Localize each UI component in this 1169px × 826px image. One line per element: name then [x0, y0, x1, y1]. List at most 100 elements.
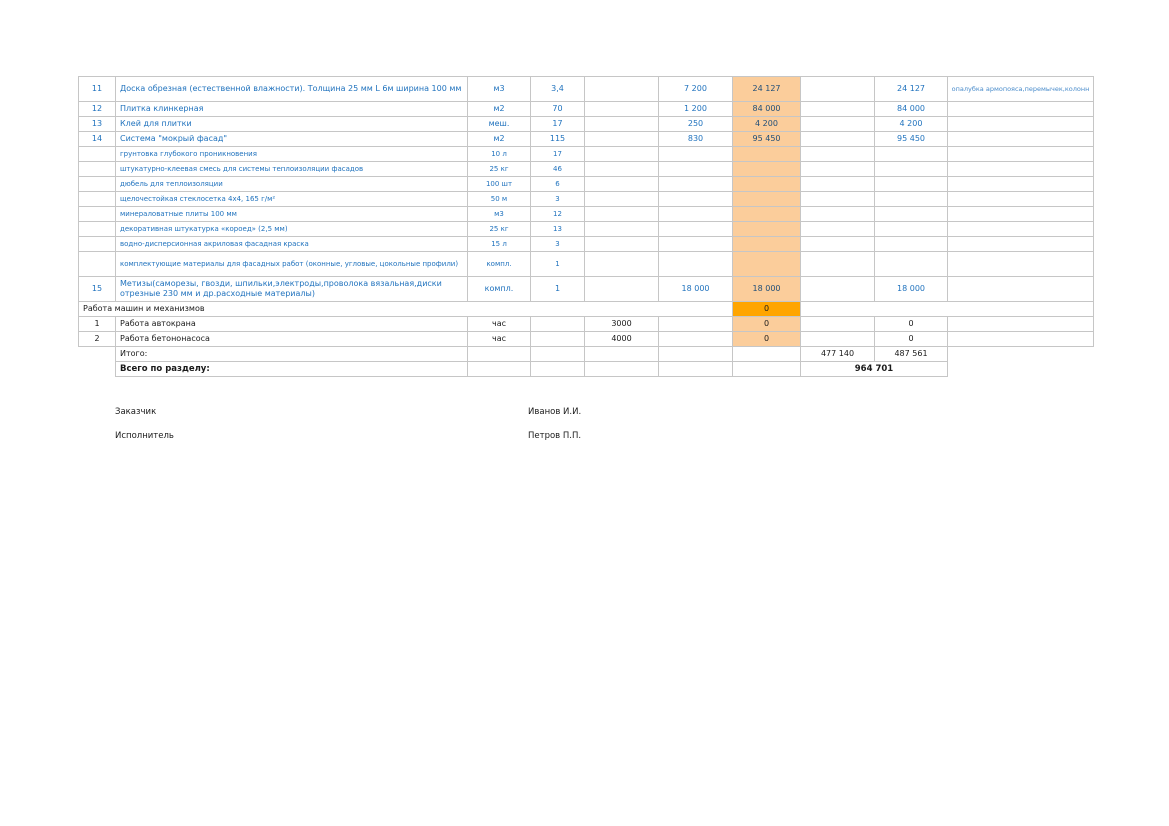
cell-sum: 18 000 — [732, 276, 801, 302]
cell-unit: меш. — [467, 116, 531, 132]
cell-sum — [732, 206, 801, 222]
cell-sum — [732, 161, 801, 177]
cell-subtotal — [800, 331, 875, 347]
cell-subtotal — [800, 191, 875, 207]
cell-qty — [530, 316, 585, 332]
cell-price2: 3000 — [584, 316, 659, 332]
cell-price — [658, 161, 733, 177]
cell-unit: м3 — [467, 206, 531, 222]
cell-desc: Работа бетононасоса — [115, 331, 468, 347]
table-row: Всего по разделу: 964 701 — [79, 361, 1094, 377]
cell-note — [947, 251, 1094, 277]
table-row: 14 Система "мокрый фасад" м2 115 830 95 450 95… — [78, 131, 1094, 147]
cell-desc: щелочестойкая стеклосетка 4х4, 165 г/м² — [115, 191, 468, 207]
cell-desc: минераловатные плиты 100 мм — [115, 206, 468, 222]
cell-note — [947, 146, 1094, 162]
cell-note — [948, 347, 1094, 362]
table-row: щелочестойкая стеклосетка 4х4, 165 г/м² 5… — [78, 191, 1094, 207]
cell-desc: Клей для плитки — [115, 116, 468, 132]
cell-total — [874, 176, 948, 192]
cell-desc: декоративная штукатурка «короед» (2,5 мм… — [115, 221, 468, 237]
cell-subtotal — [800, 276, 875, 302]
cell-price2: 4000 — [584, 331, 659, 347]
cell-note — [948, 362, 1094, 377]
cell-subtotal — [800, 251, 875, 277]
table-row: штукатурно-клеевая смесь для системы теп… — [78, 161, 1094, 177]
cell-qty: 1 — [530, 251, 585, 277]
table-row: Итого: 477 140 487 561 — [79, 346, 1094, 362]
contractor-label: Исполнитель — [115, 431, 174, 441]
estimate-table-body: 11 Доска обрезная (естественной влажности… — [78, 76, 1094, 377]
cell-num: 12 — [78, 101, 116, 117]
cell-price2 — [584, 346, 659, 362]
cell-price — [658, 331, 733, 347]
cell-note — [947, 116, 1094, 132]
cell-qty — [530, 361, 585, 377]
cell-unit: м2 — [467, 101, 531, 117]
cell-subtotal — [800, 116, 875, 132]
cell-sum — [732, 251, 801, 277]
cell-unit: 15 л — [467, 236, 531, 252]
cell-qty: 3 — [530, 236, 585, 252]
cell-total: 95 450 — [874, 131, 948, 147]
cell-qty: 17 — [530, 146, 585, 162]
cell-desc: грунтовка глубокого проникновения — [115, 146, 468, 162]
cell-total: 4 200 — [874, 116, 948, 132]
cell-total: 18 000 — [874, 276, 948, 302]
table-row: 11 Доска обрезная (естественной влажности… — [78, 76, 1094, 102]
cell-sum: 95 450 — [732, 131, 801, 147]
cell-price — [658, 361, 733, 377]
cell-price: 1 200 — [658, 101, 733, 117]
cell-note — [947, 101, 1094, 117]
cell-price2 — [584, 236, 659, 252]
customer-name: Иванов И.И. — [528, 407, 582, 417]
cell-num — [78, 221, 116, 237]
cell-num: 15 — [78, 276, 116, 302]
cell-num — [79, 362, 116, 377]
cell-sum — [732, 221, 801, 237]
cell-unit — [467, 361, 531, 377]
cell-unit: 25 кг — [467, 221, 531, 237]
cell-desc: штукатурно-клеевая смесь для системы теп… — [115, 161, 468, 177]
cell-sum — [732, 346, 801, 362]
cell-desc: Метизы(саморезы, гвозди, шпильки,электро… — [115, 276, 468, 302]
cell-subtotal — [800, 236, 875, 252]
cell-subtotal — [800, 176, 875, 192]
cell-qty: 17 — [530, 116, 585, 132]
table-row: 2 Работа бетононасоса час 4000 0 0 — [78, 331, 1094, 347]
cell-sum: 4 200 — [732, 116, 801, 132]
cell-price2 — [584, 176, 659, 192]
cell-section-title: Работа машин и механизмов — [78, 301, 733, 317]
cell-price — [658, 176, 733, 192]
cell-unit: м3 — [467, 76, 531, 102]
cell-note — [947, 316, 1094, 332]
cell-total: 24 127 — [874, 76, 948, 102]
cell-price2 — [584, 361, 659, 377]
table-row: Работа машин и механизмов 0 — [78, 301, 1094, 317]
cell-unit: компл. — [467, 276, 531, 302]
cell-num: 13 — [78, 116, 116, 132]
cell-price2 — [584, 221, 659, 237]
table-row: минераловатные плиты 100 мм м3 12 — [78, 206, 1094, 222]
cell-subtotal: 477 140 — [800, 346, 875, 362]
cell-num — [78, 161, 116, 177]
cell-num — [78, 146, 116, 162]
cell-price: 18 000 — [658, 276, 733, 302]
cell-num: 2 — [78, 331, 116, 347]
customer-label: Заказчик — [115, 407, 157, 417]
cell-num — [79, 347, 116, 362]
cell-unit: 10 л — [467, 146, 531, 162]
cell-total — [874, 161, 948, 177]
cell-price — [658, 221, 733, 237]
cell-total: 0 — [874, 331, 948, 347]
cell-sum — [732, 176, 801, 192]
cell-note: опалубка армопояса,перемычек,колонн — [947, 76, 1094, 102]
cell-rest — [800, 301, 1094, 317]
cell-note — [947, 191, 1094, 207]
cell-total: 84 000 — [874, 101, 948, 117]
cell-unit: м2 — [467, 131, 531, 147]
cell-price — [658, 191, 733, 207]
table-row: грунтовка глубокого проникновения 10 л 17 — [78, 146, 1094, 162]
cell-num: 14 — [78, 131, 116, 147]
